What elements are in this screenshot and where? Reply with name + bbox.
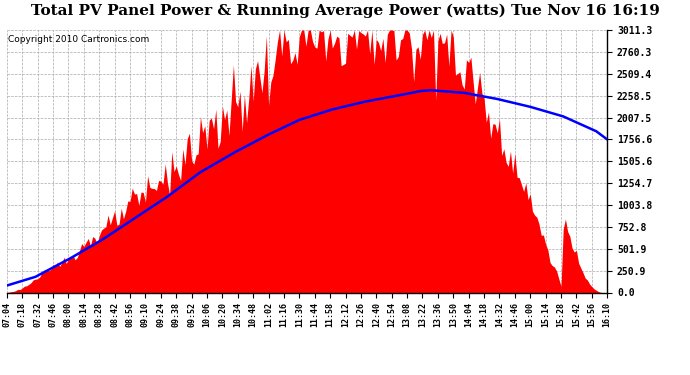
Text: Copyright 2010 Cartronics.com: Copyright 2010 Cartronics.com (8, 35, 149, 44)
Text: Total PV Panel Power & Running Average Power (watts) Tue Nov 16 16:19: Total PV Panel Power & Running Average P… (30, 4, 660, 18)
